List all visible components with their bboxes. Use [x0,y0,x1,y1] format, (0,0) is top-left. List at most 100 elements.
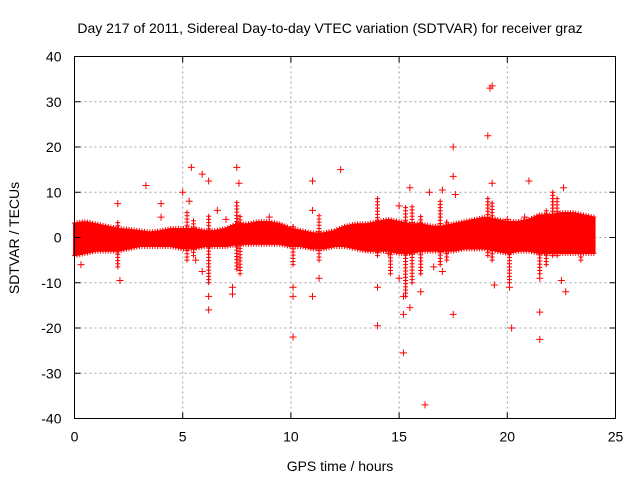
band-edge-marker [108,224,114,230]
band-edge-marker [391,249,397,255]
band-edge-marker [334,227,340,233]
band-edge-marker [194,245,200,251]
band-edge-marker [222,226,228,232]
y-tick-label: -20 [41,320,61,336]
spike-marker [290,224,296,230]
band-edge-marker [196,227,202,233]
band-edge-marker [295,227,301,233]
band-edge-marker [451,221,457,227]
band-edge-marker [458,219,464,225]
band-edge-marker [347,222,353,228]
outlier-marker [222,215,230,223]
outlier-marker [406,184,414,192]
y-tick-label: -10 [41,275,61,291]
spike-marker [578,213,584,219]
band-edge-marker [586,213,592,219]
spike-marker [554,196,560,202]
outlier-marker [373,322,381,330]
outlier-marker [560,184,568,192]
y-tick-label: 40 [46,49,62,65]
outlier-marker [562,288,570,296]
y-tick-label: 10 [46,184,62,200]
band-edge-marker [230,242,236,248]
band-edge-marker [531,214,537,220]
outlier-marker [395,202,403,210]
outlier-marker [116,276,124,284]
band-edge-marker [162,227,168,233]
outlier-marker [373,283,381,291]
band-edge-marker [529,215,535,221]
outlier-marker [315,274,323,282]
spike-marker [489,200,495,206]
band-edge-marker [271,220,277,226]
band-edge-marker [269,219,275,225]
band-edge-marker [500,249,506,255]
band-edge-marker [469,217,475,223]
spike-marker [409,204,415,210]
band-edge-marker [97,222,103,228]
band-edge-marker [131,245,137,251]
outlier-marker [205,292,213,300]
band-edge-marker [329,228,335,234]
band-edge-marker [394,218,400,224]
band-edge-marker [329,244,335,250]
band-edge-marker [425,222,431,228]
outlier-marker [425,188,433,196]
band-edge-marker [84,250,90,256]
outlier-marker [142,181,150,189]
spike-marker [237,214,243,220]
outlier-marker [228,290,236,298]
band-edge-marker [170,244,176,250]
outlier-marker [430,263,438,271]
band-edge-marker [230,223,236,229]
band-edge-marker [282,242,288,248]
band-edge-marker [534,213,540,219]
outlier-marker [198,267,206,275]
band-edge-marker [274,220,280,226]
outlier-marker [421,401,429,409]
x-tick-label: 0 [71,429,79,445]
band-edge-marker [175,245,181,251]
x-tick-label: 15 [391,429,407,445]
band-edge-marker [90,220,96,226]
outlier-marker [77,261,85,269]
outlier-marker [521,213,529,221]
y-tick-label: -40 [41,411,61,427]
band-edge-marker [248,220,254,226]
outlier-marker [399,292,407,300]
band-edge-marker [526,248,532,254]
band-edge-marker [160,227,166,233]
band-edge-marker [300,244,306,250]
outlier-marker [525,177,533,185]
band-edge-marker [84,219,90,225]
band-edge-marker [321,230,327,236]
band-edge-marker [225,225,231,231]
band-edge-marker [105,223,111,229]
band-edge-marker [388,217,394,223]
band-edge-marker [575,211,581,217]
outlier-marker [490,281,498,289]
y-tick-label: -30 [41,365,61,381]
spike-marker [550,189,556,195]
outlier-marker [557,276,565,284]
x-tick-label: 10 [283,429,299,445]
band-edge-marker [173,244,179,250]
band-edge-marker [331,228,337,234]
band-edge-marker [336,226,342,232]
outlier-marker [508,324,516,332]
band-edge-marker [583,213,589,219]
band-edge-marker [352,246,358,252]
band-edge-marker [227,243,233,249]
band-edge-marker [461,219,467,225]
band-edge-marker [282,223,288,229]
spike-marker [543,208,549,214]
spike-marker [316,213,322,219]
band-edge-marker [349,222,355,228]
band-edge-marker [529,249,535,255]
band-edge-marker [323,229,329,235]
band-edge-marker [277,221,283,227]
band-edge-marker [118,247,124,253]
outlier-marker [228,283,236,291]
spike-marker [184,210,190,216]
band-edge-marker [217,227,223,233]
